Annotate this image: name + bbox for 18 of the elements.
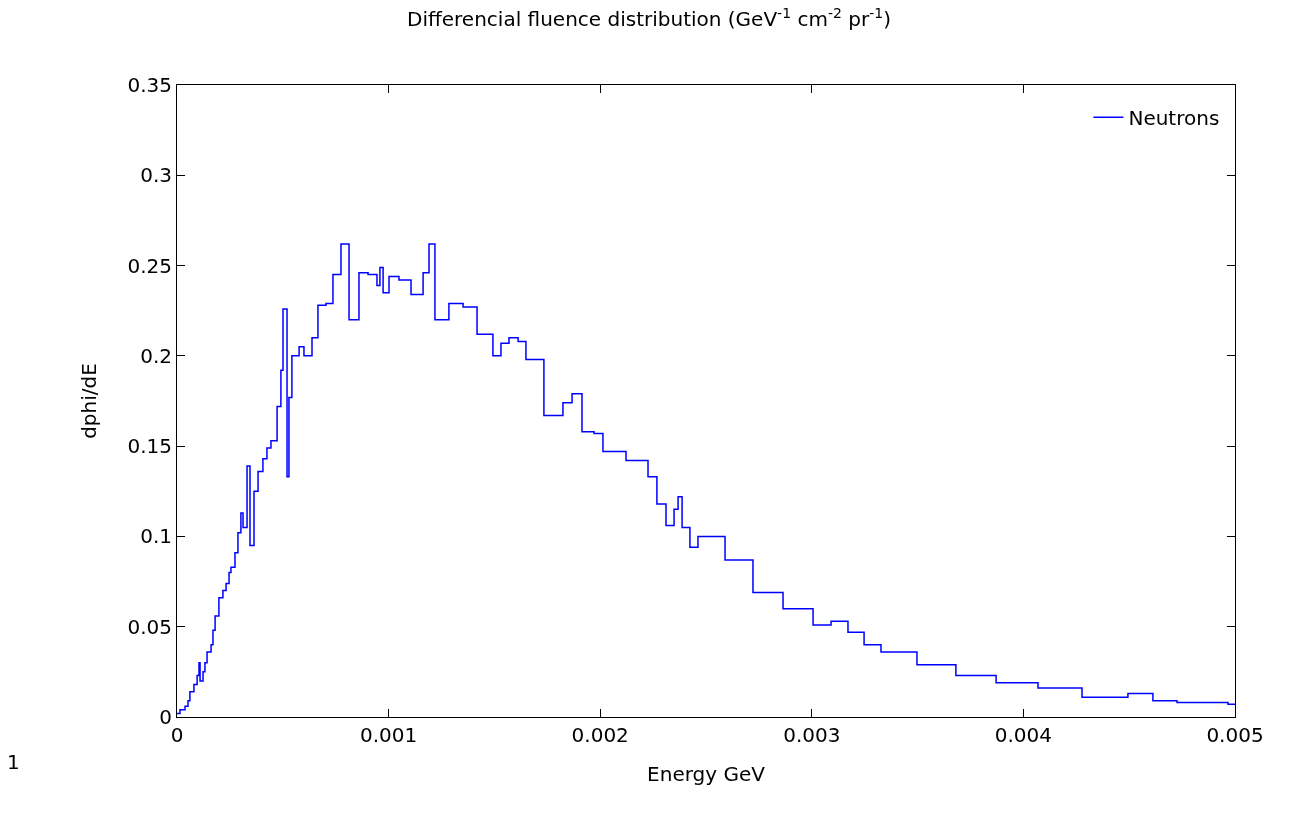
- y-tick-label: 0.15: [127, 434, 172, 459]
- y-tick-label: 0.1: [140, 524, 172, 549]
- y-tick-label: 0.35: [127, 73, 172, 97]
- text: 1: [7, 750, 20, 774]
- y-tick-label: 0.2: [140, 343, 172, 368]
- y-tick-label: 0.25: [127, 253, 172, 278]
- y-tick-label: 0.3: [140, 163, 172, 188]
- chart-title: Differencial fluence distribution (GeV$^{-1}$ cm$^{-2}$ pr$^{-1}$): [407, 5, 891, 32]
- x-tick-label: 0.001: [359, 723, 418, 747]
- y-tick-label: 0.05: [127, 614, 172, 639]
- y-axis-title: dphi/dE: [76, 363, 101, 439]
- x-axis-title: Energy GeV: [647, 761, 766, 786]
- x-tick-label: 0.005: [1206, 723, 1264, 747]
- x-tick-label: 0.003: [783, 723, 841, 747]
- y-tick-label: 0: [159, 705, 172, 729]
- legend-label: Neutrons: [1128, 105, 1220, 130]
- x-tick-label: 0.002: [571, 723, 629, 747]
- x-tick-label: 0.004: [994, 723, 1053, 747]
